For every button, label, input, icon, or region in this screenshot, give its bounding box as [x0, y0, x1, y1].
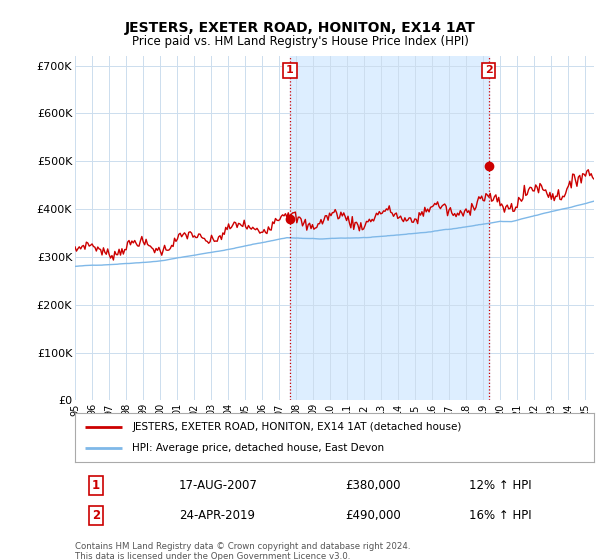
Text: HPI: Average price, detached house, East Devon: HPI: Average price, detached house, East… — [132, 443, 384, 453]
Text: 24-APR-2019: 24-APR-2019 — [179, 509, 255, 522]
Text: Contains HM Land Registry data © Crown copyright and database right 2024.
This d: Contains HM Land Registry data © Crown c… — [75, 542, 410, 560]
Text: £380,000: £380,000 — [345, 479, 400, 492]
Text: Price paid vs. HM Land Registry's House Price Index (HPI): Price paid vs. HM Land Registry's House … — [131, 35, 469, 48]
Text: 1: 1 — [92, 479, 100, 492]
Bar — [290, 56, 489, 400]
Text: 16% ↑ HPI: 16% ↑ HPI — [469, 509, 532, 522]
Text: 17-AUG-2007: 17-AUG-2007 — [179, 479, 257, 492]
Text: 2: 2 — [485, 66, 493, 76]
Text: £490,000: £490,000 — [345, 509, 401, 522]
Text: 2: 2 — [92, 509, 100, 522]
Text: 12% ↑ HPI: 12% ↑ HPI — [469, 479, 532, 492]
Text: JESTERS, EXETER ROAD, HONITON, EX14 1AT (detached house): JESTERS, EXETER ROAD, HONITON, EX14 1AT … — [132, 422, 461, 432]
Text: 1: 1 — [286, 66, 294, 76]
Text: JESTERS, EXETER ROAD, HONITON, EX14 1AT: JESTERS, EXETER ROAD, HONITON, EX14 1AT — [125, 21, 475, 35]
